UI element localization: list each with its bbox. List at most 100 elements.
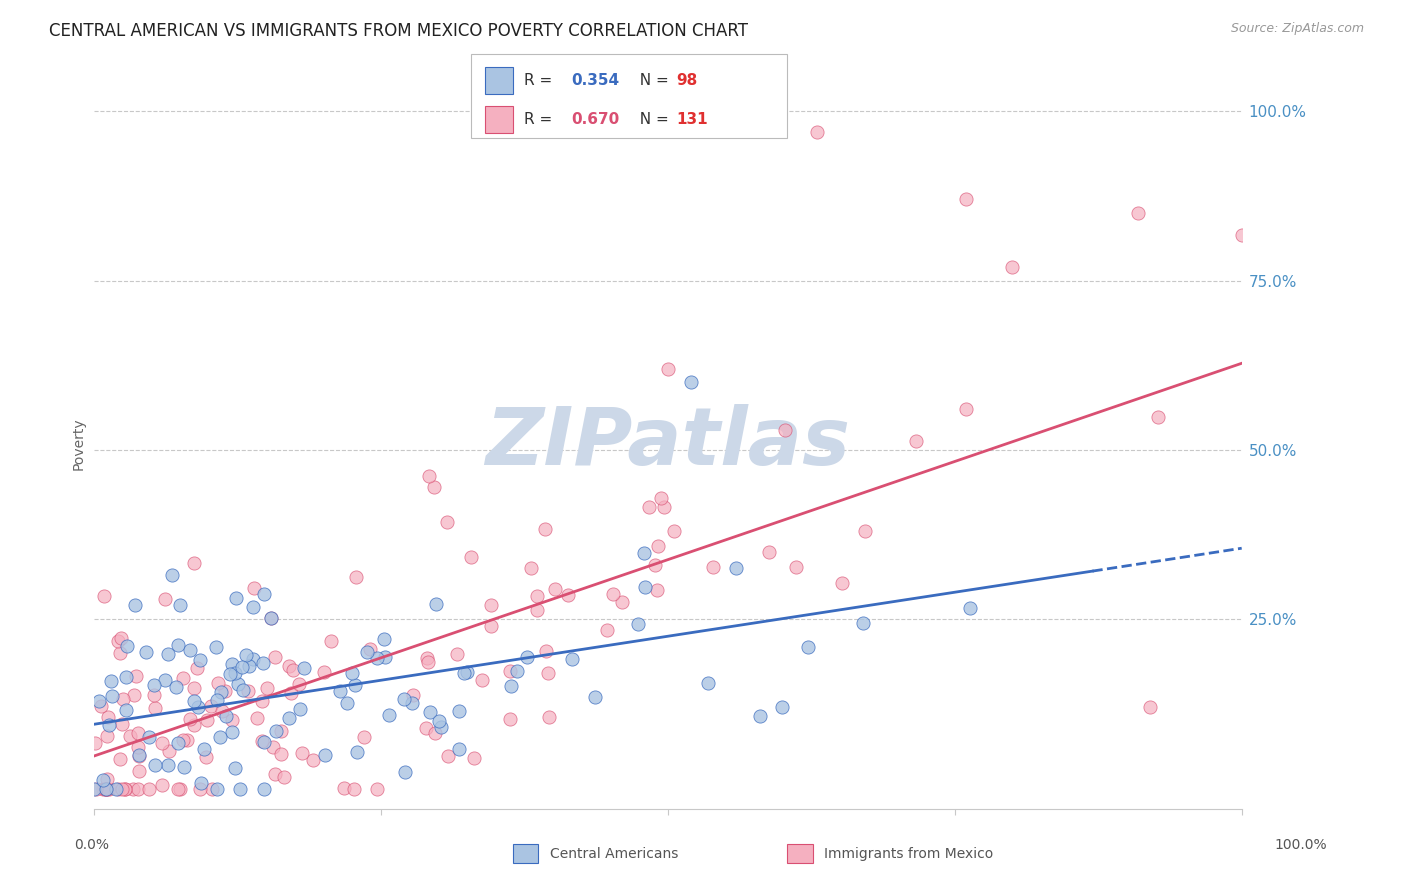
Point xyxy=(107,781,129,796)
Point xyxy=(534,522,557,536)
Point xyxy=(143,701,166,715)
Point xyxy=(96,772,118,786)
Point xyxy=(128,748,150,763)
Point xyxy=(392,691,415,706)
Text: R =: R = xyxy=(524,112,558,128)
Point xyxy=(319,634,342,648)
Point xyxy=(283,664,305,678)
Point xyxy=(176,733,198,747)
Point xyxy=(256,681,278,695)
Point xyxy=(645,582,668,597)
Point xyxy=(312,665,335,680)
Y-axis label: Poverty: Poverty xyxy=(72,417,86,469)
Point xyxy=(415,721,437,735)
Point xyxy=(423,480,446,494)
Point xyxy=(447,704,470,718)
Text: N =: N = xyxy=(630,73,673,88)
Point xyxy=(128,747,150,762)
Point xyxy=(246,710,269,724)
Point xyxy=(214,684,236,698)
Point xyxy=(165,680,187,694)
Point xyxy=(228,677,250,691)
Point xyxy=(172,671,194,685)
Point xyxy=(955,401,977,416)
Point xyxy=(430,720,453,734)
Point xyxy=(273,770,295,784)
Point xyxy=(98,718,121,732)
Point xyxy=(543,582,565,597)
Point xyxy=(356,645,378,659)
Point xyxy=(143,758,166,772)
Point xyxy=(187,700,209,714)
Point xyxy=(104,781,127,796)
Point xyxy=(111,692,134,706)
Point xyxy=(235,648,257,662)
Point xyxy=(526,589,548,603)
Point xyxy=(101,690,124,704)
Point xyxy=(193,741,215,756)
Point xyxy=(1230,227,1253,242)
Text: N =: N = xyxy=(630,112,673,128)
Point xyxy=(94,781,117,796)
Point xyxy=(211,705,233,719)
Point xyxy=(219,667,242,681)
Point xyxy=(610,595,633,609)
Point xyxy=(280,686,302,700)
Point xyxy=(955,193,977,207)
Point xyxy=(373,632,395,647)
Point xyxy=(449,742,471,756)
Point xyxy=(264,724,287,739)
Point xyxy=(479,619,502,633)
Point xyxy=(437,749,460,764)
Text: R =: R = xyxy=(524,73,558,88)
Point xyxy=(647,540,669,554)
Point xyxy=(186,661,208,675)
Point xyxy=(166,781,188,796)
Point xyxy=(377,708,399,723)
Point xyxy=(142,688,165,702)
Point xyxy=(179,642,201,657)
Point xyxy=(111,716,134,731)
Point xyxy=(292,661,315,675)
Point xyxy=(153,591,176,606)
Point xyxy=(124,598,146,612)
Point xyxy=(135,645,157,659)
Point xyxy=(446,647,468,661)
Point xyxy=(401,697,423,711)
Point xyxy=(662,524,685,538)
Point xyxy=(183,694,205,708)
Point xyxy=(264,650,287,665)
Point xyxy=(748,708,770,723)
Point xyxy=(260,611,283,625)
Point xyxy=(208,730,231,744)
Point xyxy=(205,640,228,654)
Point xyxy=(270,747,292,761)
Point xyxy=(200,698,222,713)
Text: 0.354: 0.354 xyxy=(571,73,619,88)
Text: Central Americans: Central Americans xyxy=(550,847,678,861)
Point xyxy=(853,524,876,538)
Point xyxy=(423,726,446,740)
Point xyxy=(108,752,131,766)
Text: ZIPatlas: ZIPatlas xyxy=(485,404,851,483)
Point xyxy=(221,657,243,672)
Point xyxy=(110,631,132,645)
Point xyxy=(336,696,359,710)
Point xyxy=(207,676,229,690)
Point xyxy=(534,644,557,658)
Point xyxy=(93,781,115,796)
Point xyxy=(209,685,232,699)
Point xyxy=(520,561,543,575)
Point xyxy=(557,588,579,602)
Point xyxy=(94,781,117,796)
Point xyxy=(346,745,368,759)
Point xyxy=(288,702,311,716)
Point xyxy=(602,587,624,601)
Point xyxy=(1001,260,1024,274)
Point xyxy=(252,781,274,796)
Point xyxy=(94,781,117,796)
Point xyxy=(456,665,478,679)
Point xyxy=(250,734,273,748)
Point xyxy=(697,675,720,690)
Point xyxy=(91,773,114,788)
